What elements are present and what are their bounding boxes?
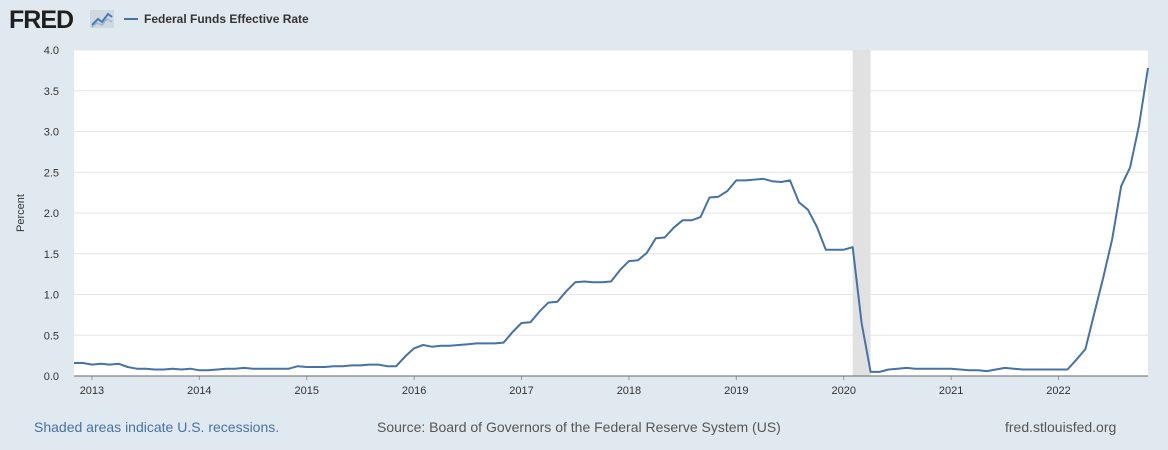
x-tick-label: 2015 [294, 385, 318, 397]
recession-shading [852, 50, 871, 376]
recession-shade [852, 50, 871, 376]
y-tick-label: 3.0 [44, 127, 59, 139]
y-tick-label: 4.0 [44, 45, 59, 57]
y-axis-label: Percent [15, 194, 27, 232]
source-text: Source: Board of Governors of the Federa… [377, 419, 781, 435]
x-tick-label: 2018 [617, 385, 641, 397]
x-tick-label: 2020 [831, 385, 855, 397]
x-tick-label: 2013 [80, 385, 104, 397]
x-tick-label: 2022 [1046, 385, 1070, 397]
x-tick-label: 2014 [187, 385, 211, 397]
x-axis-ticks: 2013 2014 2015 2016 2017 2018 2019 2020 2021 2022 [80, 376, 1071, 397]
x-tick-label: 2016 [402, 385, 426, 397]
fred-logo[interactable]: FRED [9, 6, 74, 34]
series-line-federal-funds-rate[interactable] [74, 67, 1149, 373]
x-tick-label: 2021 [939, 385, 963, 397]
y-tick-label: 0.0 [44, 371, 59, 383]
chart-legend[interactable]: Federal Funds Effective Rate [124, 12, 309, 26]
y-axis-ticks: 0.0 0.5 1.0 1.5 2.0 2.5 3.0 3.5 4.0 [44, 45, 59, 383]
y-tick-label: 1.0 [44, 290, 59, 302]
y-tick-label: 3.5 [44, 86, 59, 98]
site-url[interactable]: fred.stlouisfed.org [1005, 419, 1117, 435]
legend-swatch [124, 18, 138, 20]
line-graph-spark-icon [90, 10, 114, 28]
gridlines [74, 49, 1148, 336]
y-tick-label: 1.5 [44, 249, 59, 261]
recession-note-link[interactable]: Shaded areas indicate U.S. recessions. [34, 419, 280, 435]
x-tick-label: 2019 [724, 385, 748, 397]
y-tick-label: 2.0 [44, 208, 59, 220]
y-tick-label: 0.5 [44, 330, 59, 342]
legend-label: Federal Funds Effective Rate [144, 12, 309, 26]
y-tick-label: 2.5 [44, 167, 59, 179]
x-tick-label: 2017 [509, 385, 533, 397]
line-chart: 0.0 0.5 1.0 1.5 2.0 2.5 3.0 3.5 4.0 2013 2014 2015… [15, 45, 1149, 397]
